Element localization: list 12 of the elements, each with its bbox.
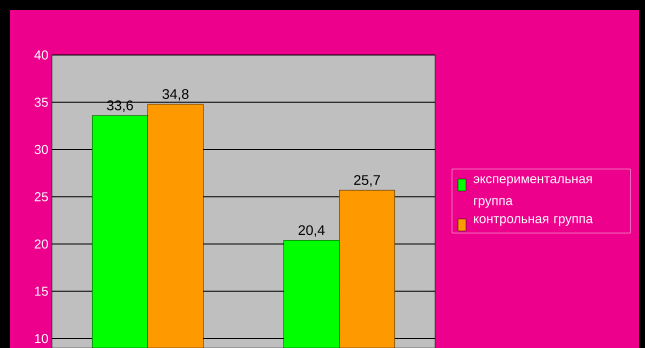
- y-tick-label: 10: [35, 334, 48, 344]
- y-tick-label: 35: [34, 98, 48, 107]
- legend-label: контрольная группа: [474, 216, 593, 226]
- y-tick-label: 40: [34, 50, 48, 60]
- data-label: 33,6: [106, 100, 133, 112]
- y-tick-label: 30: [34, 144, 48, 154]
- y-tick-label: 25: [34, 192, 48, 202]
- data-label: 20,4: [298, 225, 325, 237]
- data-label: 25,7: [354, 175, 380, 187]
- y-tick-label: 15: [35, 286, 48, 296]
- data-label: 34,8: [162, 89, 188, 101]
- y-tick-label: 20: [34, 239, 48, 249]
